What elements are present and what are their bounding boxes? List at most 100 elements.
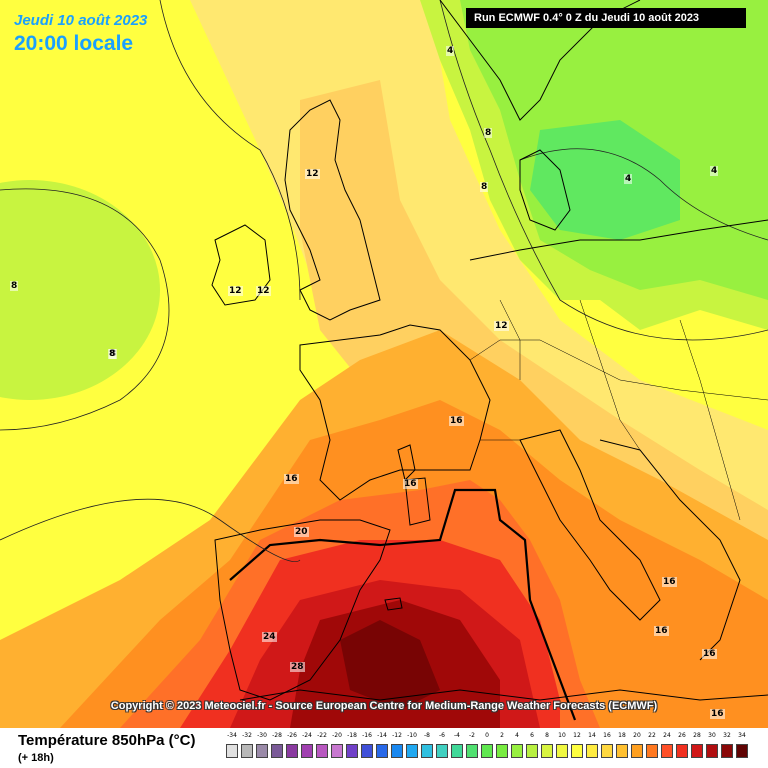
scale-tick-label: -10 — [407, 732, 417, 739]
scale-tick-label: -32 — [242, 732, 252, 739]
isotherm-value-label: 4 — [624, 174, 633, 184]
scale-swatch — [496, 744, 508, 758]
isotherm-value-label: 8 — [480, 182, 489, 192]
isotherm-value-label: 8 — [108, 349, 117, 359]
scale-tick-label: -34 — [227, 732, 237, 739]
scale-swatch — [706, 744, 718, 758]
scale-swatch — [511, 744, 523, 758]
temperature-map — [0, 0, 768, 728]
scale-tick-label: 26 — [678, 732, 686, 739]
scale-tick-label: 16 — [603, 732, 611, 739]
scale-swatch — [421, 744, 433, 758]
scale-tick-label: 30 — [708, 732, 716, 739]
isotherm-value-label: 16 — [284, 474, 299, 484]
scale-tick-label: 8 — [545, 732, 549, 739]
forecast-date: Jeudi 10 août 2023 — [14, 12, 148, 29]
zone-8-west — [0, 180, 160, 400]
country-borders — [469, 299, 768, 521]
scale-swatch — [376, 744, 388, 758]
scale-swatch — [571, 744, 583, 758]
scale-swatch — [271, 744, 283, 758]
zone-30-core — [340, 620, 440, 710]
scale-tick-label: -18 — [347, 732, 357, 739]
scale-tick-label: -2 — [469, 732, 475, 739]
scale-tick-label: 6 — [530, 732, 534, 739]
scale-tick-label: 24 — [663, 732, 671, 739]
scale-swatch — [301, 744, 313, 758]
scale-tick-label: 34 — [738, 732, 746, 739]
zone-4-northeast — [530, 120, 680, 240]
color-scale-swatches — [226, 744, 748, 758]
isotherm-value-label: 28 — [290, 662, 305, 672]
isotherm-value-label: 4 — [710, 166, 719, 176]
scale-swatch — [676, 744, 688, 758]
scale-tick-label: 10 — [558, 732, 566, 739]
isotherm-value-label: 8 — [10, 281, 19, 291]
scale-swatch — [691, 744, 703, 758]
isotherm-value-label: 16 — [654, 626, 669, 636]
copyright-text: Copyright © 2023 Meteociel.fr - Source E… — [110, 700, 658, 712]
forecast-time: 20:00 locale — [14, 32, 134, 55]
scale-swatch — [526, 744, 538, 758]
scale-tick-label: -4 — [454, 732, 460, 739]
scale-swatch — [616, 744, 628, 758]
isotherm-value-label: 16 — [710, 709, 725, 719]
scale-tick-label: 2 — [500, 732, 504, 739]
scale-tick-label: -30 — [257, 732, 267, 739]
scale-tick-label: 12 — [573, 732, 581, 739]
isotherm-value-label: 12 — [494, 321, 509, 331]
isotherm-value-label: 16 — [403, 479, 418, 489]
scale-tick-label: -24 — [302, 732, 312, 739]
scale-tick-label: -16 — [362, 732, 372, 739]
scale-tick-label: -26 — [287, 732, 297, 739]
scale-swatch — [316, 744, 328, 758]
scale-swatch — [601, 744, 613, 758]
scale-tick-label: 14 — [588, 732, 596, 739]
legend-footer: Température 850hPa (°C) (+ 18h) -34 -32 -3… — [0, 728, 768, 768]
scale-swatch — [481, 744, 493, 758]
scale-swatch — [241, 744, 253, 758]
scale-swatch — [586, 744, 598, 758]
scale-swatch — [466, 744, 478, 758]
scale-tick-label: -12 — [392, 732, 402, 739]
isotherm-lines — [0, 0, 768, 562]
isotherm-value-label: 24 — [262, 632, 277, 642]
scale-swatch — [391, 744, 403, 758]
scale-tick-label: 28 — [693, 732, 701, 739]
scale-tick-label: -6 — [439, 732, 445, 739]
isotherm-value-label: 12 — [305, 169, 320, 179]
run-info-banner: Run ECMWF 0.4° 0 Z du Jeudi 10 août 2023 — [466, 8, 746, 28]
isotherm-value-label: 16 — [449, 416, 464, 426]
isotherm-value-label: 12 — [228, 286, 243, 296]
isotherm-value-label: 16 — [702, 649, 717, 659]
scale-tick-label: -20 — [332, 732, 342, 739]
scale-swatch — [631, 744, 643, 758]
color-scale-ticks: -34 -32 -30 -28 -26 -24 -22 -20 -18 -16 -14 -12 -10-… — [226, 732, 746, 742]
scale-swatch — [736, 744, 748, 758]
scale-tick-label: 18 — [618, 732, 626, 739]
zone-14-corridor — [300, 80, 768, 560]
isotherm-value-label: 12 — [256, 286, 271, 296]
forecast-lead-time: (+ 18h) — [18, 752, 54, 764]
scale-tick-label: -14 — [377, 732, 387, 739]
scale-swatch — [361, 744, 373, 758]
scale-swatch — [451, 744, 463, 758]
scale-tick-label: 4 — [515, 732, 519, 739]
scale-swatch — [346, 744, 358, 758]
scale-swatch — [721, 744, 733, 758]
scale-swatch — [256, 744, 268, 758]
scale-swatch — [661, 744, 673, 758]
scale-swatch — [436, 744, 448, 758]
scale-tick-label: 0 — [485, 732, 489, 739]
scale-swatch — [556, 744, 568, 758]
scale-tick-label: -22 — [317, 732, 327, 739]
isotherm-value-label: 16 — [662, 577, 677, 587]
scale-swatch — [286, 744, 298, 758]
scale-tick-label: 22 — [648, 732, 656, 739]
scale-tick-label: -28 — [272, 732, 282, 739]
scale-swatch — [406, 744, 418, 758]
scale-swatch — [226, 744, 238, 758]
scale-tick-label: -8 — [424, 732, 430, 739]
scale-tick-label: 32 — [723, 732, 731, 739]
